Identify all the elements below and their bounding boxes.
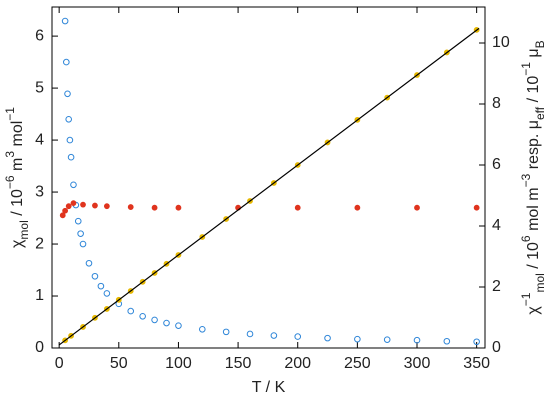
data-point (91, 272, 99, 280)
x-tick-label: 150 (225, 355, 252, 372)
y-tick-label: 1 (35, 287, 44, 304)
data-point (354, 335, 361, 343)
data-point (414, 204, 420, 211)
data-point (294, 204, 301, 211)
data-point (77, 230, 84, 237)
x-tick-label: 0 (55, 355, 64, 372)
x-tick-label: 50 (110, 355, 128, 372)
data-point (175, 322, 182, 329)
data-point (413, 336, 421, 344)
data-point (151, 316, 158, 324)
x-axis-label: T / K (252, 379, 286, 396)
y2-tick-label: 4 (492, 217, 501, 234)
label-part: −1 (3, 107, 17, 121)
label-part: mol (17, 220, 31, 239)
label-part: resp. μ (525, 120, 542, 174)
data-point (79, 240, 87, 248)
x-tick-label: 100 (165, 355, 192, 372)
label-part: χ (9, 239, 26, 248)
data-point (246, 330, 254, 338)
label-part: / 10 (9, 189, 26, 220)
y-tick-label: 4 (35, 131, 44, 148)
label-part: / 10 (525, 242, 542, 273)
data-point (62, 207, 69, 214)
y-axis-label: χmol / 10−6 m3 mol−1 (3, 107, 31, 248)
data-point (92, 202, 98, 209)
data-point (383, 336, 391, 343)
data-point (198, 325, 206, 333)
data-point (67, 153, 75, 161)
data-point (65, 115, 72, 123)
x-tick-label: 350 (463, 355, 490, 372)
y-tick-label: 6 (35, 27, 44, 44)
data-point (65, 203, 72, 210)
data-point (163, 319, 170, 327)
y-tick-label: 5 (35, 79, 44, 96)
label-part: eff (533, 106, 547, 120)
y2-axis-label: χ−1mol / 106 mol m−3 resp. μeff / 10−1 μ… (519, 40, 547, 314)
y-tick-label: 2 (35, 235, 44, 252)
data-point (70, 200, 77, 207)
data-point (175, 204, 182, 211)
data-point (97, 282, 105, 290)
plot-frame (51, 6, 486, 349)
data-point (103, 290, 111, 297)
data-point (222, 328, 230, 336)
data-point (473, 338, 480, 346)
label-part: mol (9, 121, 26, 151)
y-tick-label: 0 (35, 339, 44, 356)
data-point (74, 217, 82, 225)
data-point (66, 136, 74, 144)
label-part: / 10 (525, 76, 542, 107)
label-part: χ (525, 306, 542, 315)
label-part: μ (525, 48, 542, 62)
y2-tick-label: 2 (492, 278, 501, 295)
y2-tick-label: 6 (492, 156, 501, 173)
data-point (127, 204, 134, 210)
label-part: 6 (519, 235, 533, 242)
label-part: −1 (519, 292, 533, 306)
label-part: −6 (3, 175, 17, 189)
x-tick-label: 250 (344, 355, 371, 372)
data-point (443, 337, 451, 345)
y2-tick-label: 10 (492, 34, 510, 51)
data-point (324, 334, 331, 342)
data-point (59, 212, 66, 219)
data-point (139, 312, 146, 320)
data-point (354, 204, 361, 211)
data-point (64, 90, 71, 98)
y2-tick-label: 8 (492, 95, 501, 112)
data-point (63, 58, 70, 66)
label-part: B (533, 40, 547, 48)
label-part: mol m (525, 187, 542, 235)
x-tick-label: 300 (404, 355, 431, 372)
data-point (85, 259, 93, 267)
label-part: −3 (519, 173, 533, 187)
x-tick-label: 200 (284, 355, 311, 372)
data-point (61, 17, 69, 25)
label-part: 3 (3, 151, 17, 158)
label-part: T / K (252, 379, 286, 396)
data-point (270, 332, 278, 339)
fit-line (58, 27, 480, 346)
data-point (294, 333, 302, 340)
label-part: m (9, 158, 26, 176)
data-point (151, 204, 158, 211)
data-point (127, 307, 135, 315)
data-point (473, 204, 480, 211)
data-point (70, 181, 77, 189)
y2-tick-label: 0 (492, 339, 501, 356)
label-part: mol (533, 273, 547, 292)
label-part: −1 (519, 62, 533, 76)
y-tick-label: 3 (35, 183, 44, 200)
data-point (80, 201, 86, 208)
data-point (103, 203, 110, 210)
